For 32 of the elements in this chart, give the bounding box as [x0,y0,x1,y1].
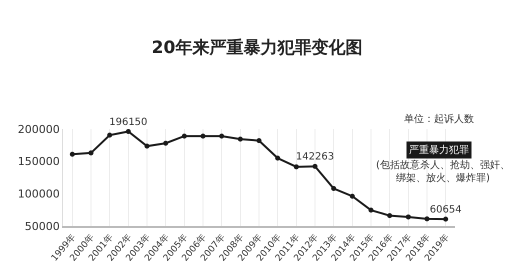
point [443,216,448,222]
text: 单位：起诉人数 [404,113,474,125]
point [294,164,299,170]
point [163,140,168,146]
y-tick-label: 100000 [18,188,60,201]
point [406,214,411,220]
point [70,152,75,157]
chart-title: 20年来严重暴力犯罪变化图 [152,38,362,58]
point [200,134,206,139]
point [88,150,94,156]
y-tick-label: 150000 [18,155,60,168]
point [126,128,131,134]
point [182,134,187,139]
point [368,208,374,213]
data-label: 142263 [296,152,334,163]
point [387,213,392,218]
point [331,186,336,191]
y-tick-label: 200000 [18,122,60,136]
point [424,216,430,222]
data-label: 60654 [430,204,462,216]
point [219,134,224,139]
data-label: 196150 [109,116,148,128]
point [107,132,112,138]
y-tick-label: 50000 [24,220,60,233]
point [238,136,243,142]
point [275,156,280,161]
annotation: 严重暴力犯罪 [409,144,469,156]
point [256,138,262,144]
point [312,164,318,169]
annotation: (包括故意杀人、抢劫、强奸、绑架、放火、爆炸罪) [376,159,510,184]
point [144,144,150,149]
point [350,194,355,199]
